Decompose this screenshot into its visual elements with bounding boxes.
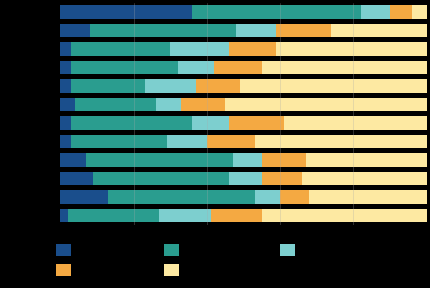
Bar <box>210 209 261 222</box>
Bar <box>305 153 426 167</box>
Bar <box>89 24 236 37</box>
Bar <box>261 61 426 74</box>
Bar <box>196 79 240 93</box>
Bar <box>166 135 206 148</box>
Bar <box>283 116 426 130</box>
Bar <box>60 98 75 111</box>
Bar <box>276 42 426 56</box>
Bar <box>60 172 93 185</box>
Bar <box>170 42 228 56</box>
Bar <box>192 5 360 19</box>
Bar <box>108 190 254 204</box>
Bar <box>93 172 228 185</box>
Bar <box>254 135 426 148</box>
Bar <box>225 98 426 111</box>
Bar <box>228 42 276 56</box>
Bar <box>60 135 71 148</box>
Bar <box>309 190 426 204</box>
Bar <box>181 98 224 111</box>
Bar <box>60 42 426 56</box>
Bar <box>214 61 261 74</box>
Bar <box>411 5 426 19</box>
Bar <box>60 172 426 185</box>
Bar <box>240 79 426 93</box>
Bar <box>228 172 261 185</box>
Bar <box>254 190 280 204</box>
Bar <box>192 116 228 130</box>
Bar <box>60 190 108 204</box>
Bar <box>232 153 261 167</box>
Bar <box>71 135 166 148</box>
Bar <box>60 190 426 204</box>
Bar <box>60 135 426 148</box>
Bar <box>60 153 426 167</box>
Bar <box>206 135 254 148</box>
Bar <box>331 24 426 37</box>
Bar <box>60 42 71 56</box>
Bar <box>261 153 305 167</box>
Bar <box>261 209 426 222</box>
Bar <box>75 98 155 111</box>
Bar <box>86 153 232 167</box>
Bar <box>60 153 86 167</box>
Bar <box>60 5 426 19</box>
Bar <box>177 61 214 74</box>
Bar <box>360 5 389 19</box>
Bar <box>60 5 192 19</box>
Bar <box>159 209 210 222</box>
Bar <box>60 61 71 74</box>
Bar <box>71 61 177 74</box>
Bar <box>144 79 195 93</box>
Bar <box>60 79 71 93</box>
Bar <box>60 24 89 37</box>
Bar <box>60 79 426 93</box>
Bar <box>60 209 426 222</box>
Bar <box>68 209 159 222</box>
Bar <box>71 42 170 56</box>
Bar <box>60 116 426 130</box>
Bar <box>301 172 426 185</box>
Bar <box>60 24 426 37</box>
Bar <box>228 116 283 130</box>
Bar <box>60 61 426 74</box>
Bar <box>60 116 71 130</box>
Bar <box>71 116 192 130</box>
Bar <box>280 190 309 204</box>
Bar <box>60 98 426 111</box>
Bar <box>276 24 331 37</box>
Bar <box>155 98 181 111</box>
Bar <box>71 79 144 93</box>
Bar <box>236 24 276 37</box>
Bar <box>389 5 411 19</box>
Bar <box>261 172 301 185</box>
Bar <box>60 209 68 222</box>
